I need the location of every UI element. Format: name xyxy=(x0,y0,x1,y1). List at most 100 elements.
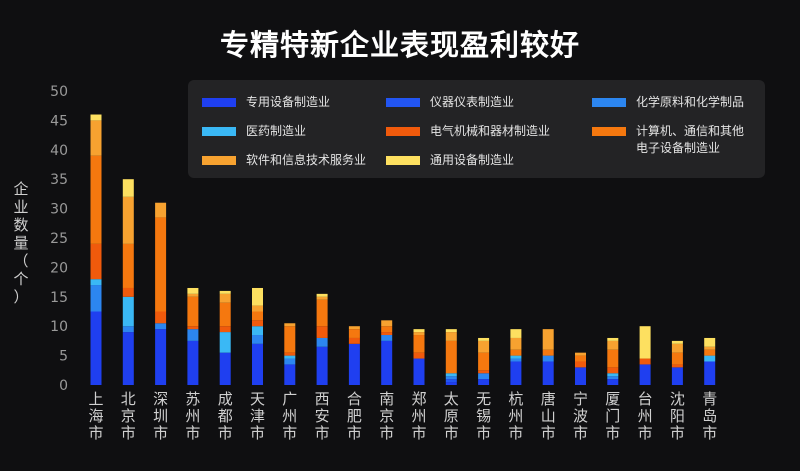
x-tick-label: 市 xyxy=(702,424,717,442)
x-tick-label: 市 xyxy=(121,424,136,442)
bar-segment xyxy=(187,293,199,297)
bar-segment xyxy=(413,329,425,333)
x-tick-label: 市 xyxy=(670,424,685,442)
x-tick-label: 州 xyxy=(508,407,523,425)
bar-segment xyxy=(704,346,716,350)
bar-segment xyxy=(348,329,360,338)
legend-label: 电气机械和器材制造业 xyxy=(430,124,551,138)
bar-segment xyxy=(252,320,263,327)
bar-segment xyxy=(187,340,199,385)
bar-segment xyxy=(284,323,296,327)
bar-segment xyxy=(639,364,651,385)
legend-item: 医药制造业 xyxy=(202,123,306,140)
bar-segment xyxy=(155,329,167,385)
bar-segment xyxy=(381,320,393,327)
bar-segment xyxy=(316,293,328,297)
bar-segment xyxy=(90,279,102,286)
x-tick-label: 南 xyxy=(379,390,394,408)
x-tick-label: 深 xyxy=(153,390,168,408)
bar-segment xyxy=(90,311,102,385)
bar-segment xyxy=(478,370,490,374)
x-tick-label: 锡 xyxy=(476,407,491,425)
legend-swatch xyxy=(202,156,236,165)
bar-segment xyxy=(316,346,328,385)
bar-segment xyxy=(252,343,263,385)
bar-segment xyxy=(413,335,425,353)
legend-label: 化学原料和化学制品 xyxy=(636,95,745,109)
legend: 专用设备制造业 仪器仪表制造业 化学原料和化学制品医药制造业 电气机械和器材制造业 计算… xyxy=(188,80,765,178)
x-tick-label: 市 xyxy=(315,424,330,442)
x-tick-label: 州 xyxy=(638,407,653,425)
bar-segment xyxy=(122,179,134,197)
x-tick-label: 沈 xyxy=(670,390,685,408)
bar-segment xyxy=(445,373,457,377)
bar-segment xyxy=(575,361,586,368)
bar-segment xyxy=(639,358,651,365)
bar-segment xyxy=(607,376,619,380)
chart-title: 专精特新企业表现盈利较好 xyxy=(219,28,580,62)
bar-segment xyxy=(316,296,328,300)
bar-segment xyxy=(284,352,296,356)
bar-segment xyxy=(510,337,522,350)
bar-segment xyxy=(639,326,651,359)
legend-label: 专用设备制造业 xyxy=(246,95,331,109)
x-tick-label: 市 xyxy=(444,424,459,442)
bar-segment xyxy=(445,340,457,374)
x-tick-label: 市 xyxy=(153,424,168,442)
x-tick-label: 上 xyxy=(88,390,103,408)
x-tick-label: 青 xyxy=(702,390,717,408)
bar-segment xyxy=(510,355,522,359)
bar-segment xyxy=(219,326,231,333)
bar-segment xyxy=(704,361,716,385)
bar-segment xyxy=(252,287,263,306)
x-tick-label: 市 xyxy=(573,424,588,442)
x-tick-label: 安 xyxy=(315,407,330,425)
bar-segment xyxy=(155,202,167,218)
y-tick-label: 10 xyxy=(50,319,68,335)
bar-segment xyxy=(542,361,554,385)
x-tick-label: 门 xyxy=(605,407,620,425)
y-tick-label: 25 xyxy=(50,231,68,247)
x-tick-label: 宁 xyxy=(573,390,588,408)
x-tick-label: 原 xyxy=(444,407,459,425)
x-tick-label: 市 xyxy=(282,424,297,442)
x-tick-label: 山 xyxy=(541,407,556,425)
bar-segment xyxy=(445,329,457,333)
x-tick-label: 天 xyxy=(250,390,265,408)
legend-item: 软件和信息技术服务业 xyxy=(202,152,366,169)
x-tick-label: 苏 xyxy=(185,390,200,408)
y-tick-label: 45 xyxy=(50,113,68,129)
bar-segment xyxy=(445,382,457,385)
y-tick-label: 50 xyxy=(50,84,68,100)
x-tick-label: 市 xyxy=(250,424,265,442)
x-tick-label: 波 xyxy=(573,407,588,425)
legend-label: 软件和信息技术服务业 xyxy=(246,153,367,167)
bar-segment xyxy=(219,290,231,294)
bar-segment xyxy=(90,155,102,244)
bar-segment xyxy=(155,217,167,312)
bar-segment xyxy=(542,349,554,356)
bar-segment xyxy=(219,332,231,353)
bar-segment xyxy=(252,305,263,312)
bar-segment xyxy=(155,311,167,324)
x-tick-label: 州 xyxy=(282,407,297,425)
y-tick-label: 0 xyxy=(59,378,68,394)
bar-segment xyxy=(478,352,490,371)
bar-segment xyxy=(575,352,586,356)
legend-label: 计算机、通信和其他 电子设备制造业 xyxy=(636,124,745,155)
bar-segment xyxy=(478,379,490,385)
bar-segment xyxy=(445,376,457,380)
x-tick-label: 市 xyxy=(411,424,426,442)
bar-segment xyxy=(607,349,619,368)
bar-segment xyxy=(381,340,393,385)
bar-segment xyxy=(219,293,231,303)
legend-item: 仪器仪表制造业 xyxy=(386,94,514,111)
bar-segment xyxy=(607,373,619,377)
bar-segment xyxy=(542,355,554,362)
y-tick-label: 5 xyxy=(59,349,68,365)
y-axis-label: 企业数量（个） xyxy=(13,180,29,306)
bar-segment xyxy=(187,296,199,327)
legend-item: 专用设备制造业 xyxy=(202,94,330,111)
legend-swatch xyxy=(592,98,626,107)
bar-segment xyxy=(671,367,683,385)
